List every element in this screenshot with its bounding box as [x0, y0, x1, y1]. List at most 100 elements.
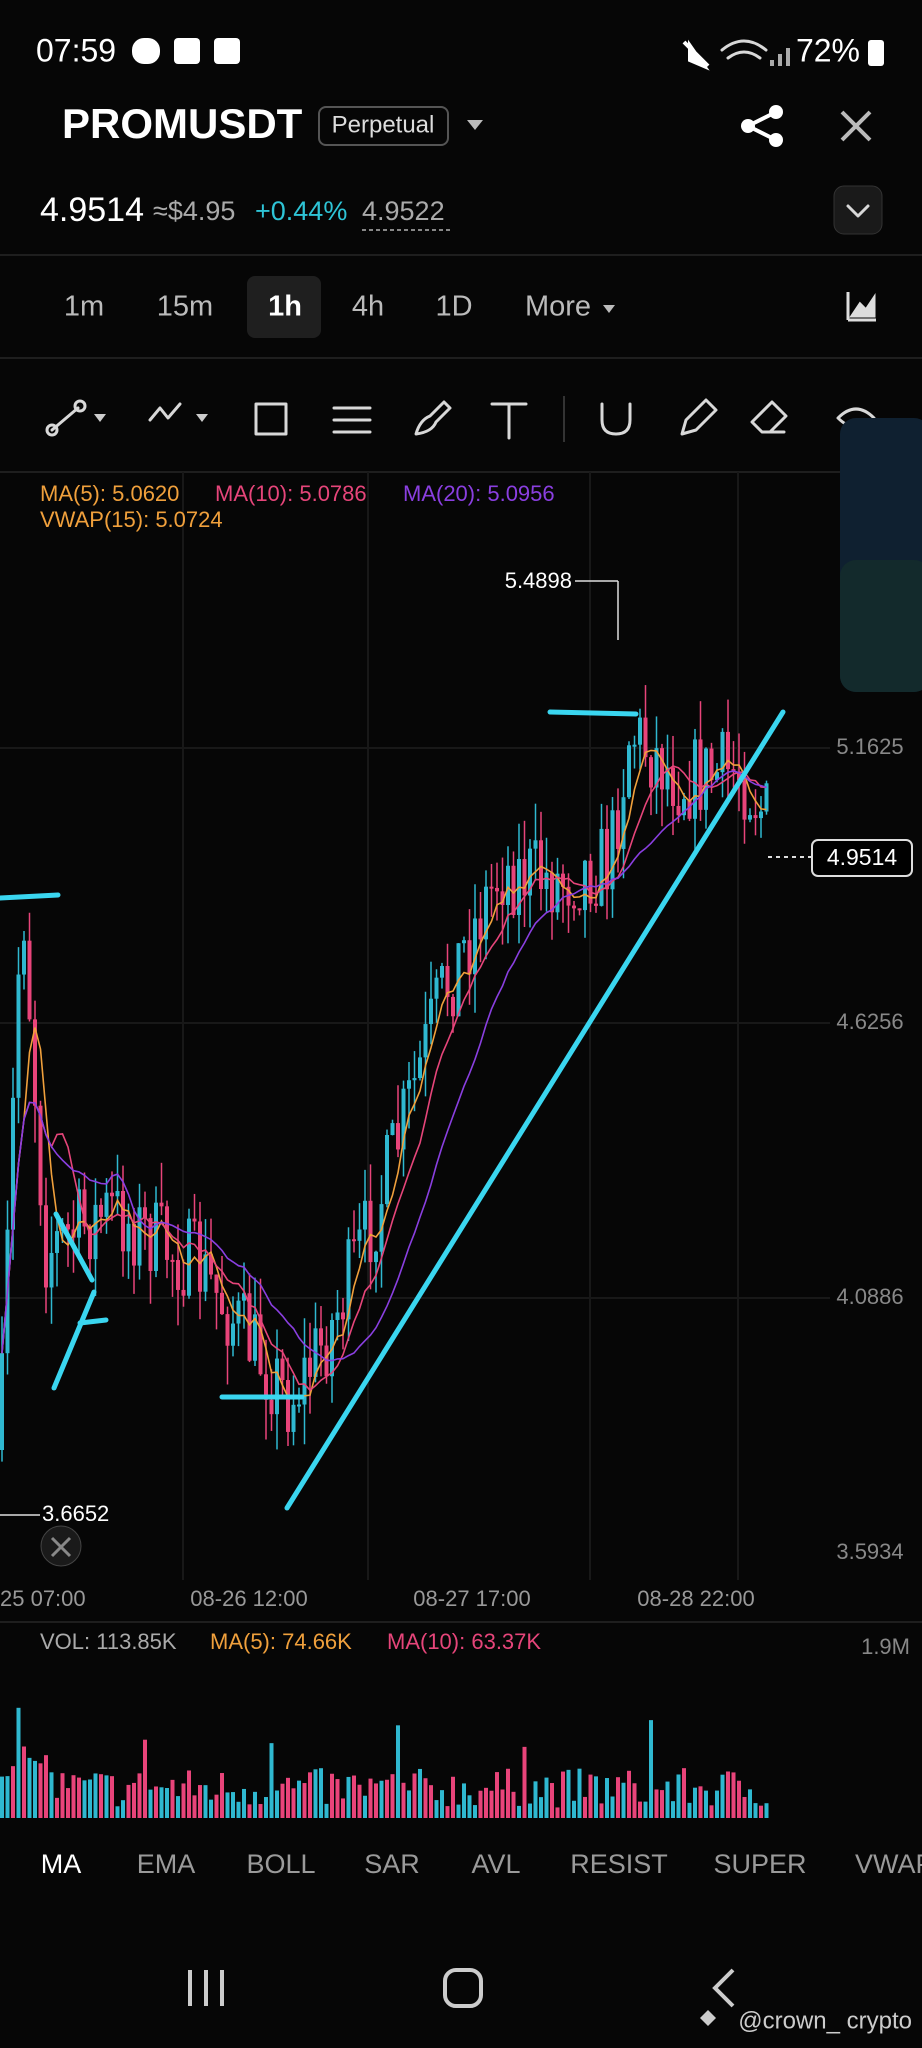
volume-bar	[44, 1755, 48, 1818]
timeframe-tab[interactable]: 15m	[157, 291, 213, 323]
ma5-line	[1, 749, 767, 1399]
text-tool[interactable]	[490, 402, 528, 440]
candle-body	[467, 940, 472, 975]
volume-bar	[170, 1779, 175, 1818]
volume-bar	[726, 1771, 730, 1818]
volume-bar	[159, 1787, 164, 1818]
indicator-tab[interactable]: BOLL	[246, 1849, 315, 1879]
status-icon	[214, 38, 240, 64]
candles	[0, 685, 769, 1462]
volume-bar	[5, 1776, 10, 1818]
candle-body	[660, 748, 664, 790]
candle-body	[55, 1231, 59, 1253]
line-tool-node	[73, 399, 87, 413]
candle-body	[693, 739, 697, 819]
volume-bar	[638, 1801, 642, 1818]
level-line	[547, 709, 639, 717]
volume-bar	[495, 1772, 499, 1818]
more-dropdown[interactable]	[603, 305, 615, 313]
candle-body	[764, 783, 769, 812]
volume-bar	[104, 1775, 109, 1818]
candle-body	[737, 772, 741, 781]
timeframe-tab[interactable]: 4h	[352, 291, 384, 323]
symbol-dropdown[interactable]	[467, 120, 483, 130]
volume-bar	[588, 1774, 593, 1818]
volume-bar	[352, 1775, 356, 1818]
timeframe-tab[interactable]: More	[525, 291, 591, 323]
volume-bar	[132, 1782, 136, 1818]
low-label: 3.6652	[42, 1501, 109, 1526]
volume-bar	[368, 1778, 373, 1818]
close-button[interactable]	[840, 110, 872, 142]
indicator-tab[interactable]: AVL	[471, 1849, 520, 1879]
indicator-tab[interactable]: MA	[41, 1849, 82, 1879]
candle-body	[643, 717, 648, 758]
share-button[interactable]	[741, 105, 783, 147]
brush-tool[interactable]	[414, 400, 452, 436]
volume-bar	[297, 1780, 301, 1818]
nav-back[interactable]	[712, 1968, 735, 2008]
volume-bar	[148, 1789, 153, 1818]
volume-bar	[522, 1746, 527, 1818]
nav-recents[interactable]	[188, 1970, 224, 2006]
candle-body	[187, 1218, 191, 1296]
volume-bar	[627, 1770, 631, 1818]
candle-body	[297, 1404, 301, 1407]
candle-body	[209, 1254, 213, 1275]
signal-icon	[770, 48, 790, 66]
candle-body	[698, 739, 703, 810]
candle-body	[99, 1204, 103, 1217]
candle-body	[390, 1123, 395, 1135]
pencil-tool[interactable]	[680, 398, 718, 436]
volume-bar	[324, 1803, 329, 1818]
timeframe-tab[interactable]: 1D	[435, 291, 472, 323]
candle-body	[654, 748, 659, 788]
volume-bar	[137, 1773, 142, 1818]
volume-bar	[610, 1796, 615, 1818]
timeframe-tab[interactable]: 1m	[64, 291, 104, 323]
candle-body	[264, 1374, 268, 1400]
volume-bar	[22, 1746, 26, 1818]
indicator-tab[interactable]: EMA	[137, 1849, 196, 1879]
indicator-tab[interactable]: SUPER	[713, 1849, 806, 1879]
drawing-tools	[45, 396, 876, 442]
candle-body	[291, 1404, 296, 1432]
eraser-tool[interactable]	[750, 400, 788, 434]
candle-body	[649, 757, 653, 788]
volume-bar	[390, 1774, 395, 1818]
candle-body	[22, 940, 26, 975]
candle-body	[429, 998, 433, 1025]
volume-bar	[110, 1776, 114, 1818]
expand-chevron	[846, 204, 870, 218]
fib-tool[interactable]	[332, 406, 372, 434]
volume-bar	[511, 1791, 516, 1818]
volume-bar	[99, 1774, 103, 1818]
wave-tool[interactable]	[148, 402, 182, 422]
volume-bar	[434, 1800, 439, 1818]
nav-home[interactable]	[443, 1968, 483, 2008]
candle-body	[704, 748, 708, 810]
candle-body	[148, 1218, 153, 1271]
volume-bar	[93, 1773, 98, 1818]
tool-dropdown[interactable]	[196, 414, 208, 422]
tool-dropdown[interactable]	[94, 414, 106, 422]
volume-bar	[280, 1783, 285, 1818]
candle-body	[115, 1190, 120, 1197]
candle-body	[275, 1358, 279, 1415]
volume-bar	[247, 1804, 252, 1818]
chart-type-button[interactable]	[846, 292, 876, 322]
indicator-tab[interactable]: RESIST	[570, 1849, 668, 1879]
volume-bar	[396, 1725, 400, 1818]
shape-tool[interactable]	[254, 402, 288, 436]
magnet-tool[interactable]	[600, 402, 632, 436]
indicator-tab[interactable]: VWAP	[855, 1849, 922, 1879]
symbol[interactable]: PROMUSDT	[62, 100, 303, 147]
volume-bar	[682, 1768, 686, 1818]
indicator-tab[interactable]: SAR	[364, 1849, 420, 1879]
timeframe-tab[interactable]: 1h	[268, 291, 302, 323]
volume-bar	[302, 1783, 307, 1818]
candle-body	[418, 1057, 422, 1079]
candle-body	[121, 1190, 125, 1252]
volume-bar	[286, 1777, 290, 1818]
expand-button[interactable]	[833, 185, 883, 235]
